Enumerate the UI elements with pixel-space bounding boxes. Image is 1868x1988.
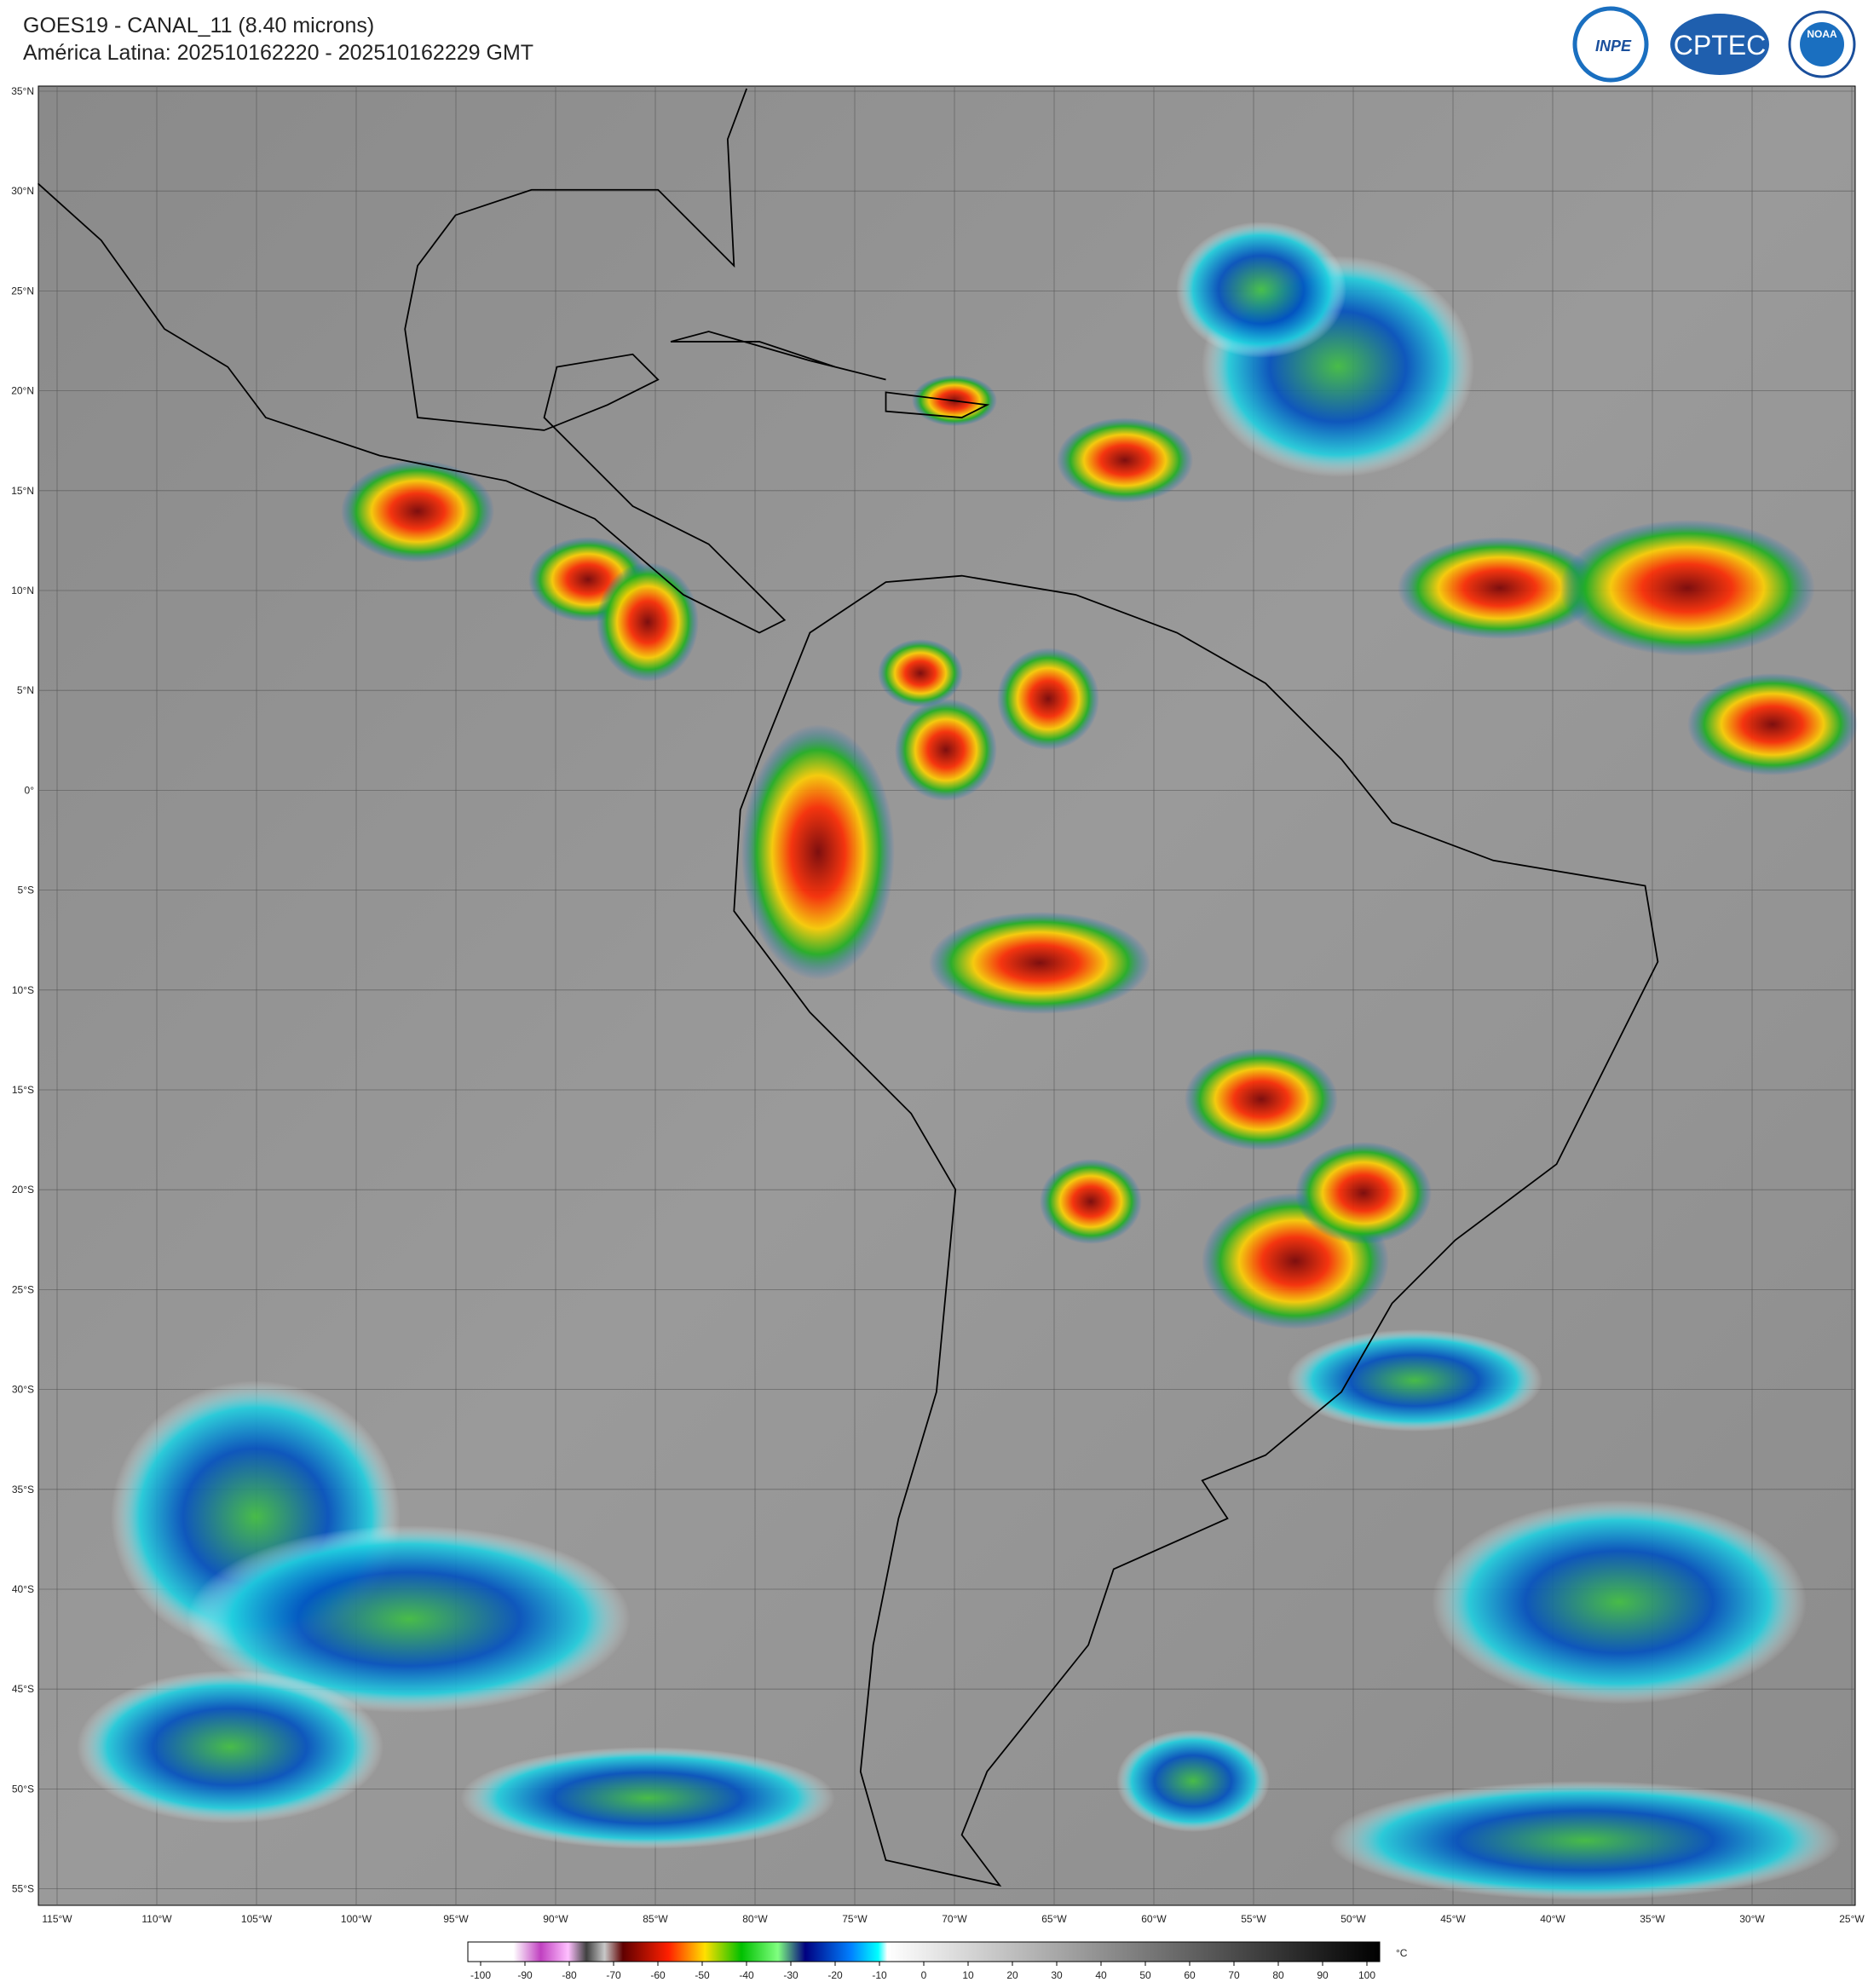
lon-label: 65°W [1041,1913,1067,1925]
lat-label: 50°S [12,1783,34,1795]
cloud-cluster [1287,1329,1542,1432]
colorbar-tick-label: 30 [1051,1969,1063,1981]
lon-label: 35°W [1640,1913,1665,1925]
cloud-cluster [1185,1048,1338,1150]
colorbar-tick-label: -70 [606,1969,621,1981]
colorbar-tick-label: 70 [1228,1969,1240,1981]
lon-label: 70°W [942,1913,967,1925]
lat-label: 40°S [12,1583,34,1595]
lat-label: 25°S [12,1283,34,1295]
colorbar-tick-label: 0 [921,1969,927,1981]
lon-label: 75°W [842,1913,868,1925]
cloud-cluster [929,912,1150,1014]
cloud-cluster [1560,520,1815,656]
lat-label: 5°N [17,684,34,696]
lat-label: 25°N [11,285,34,297]
cloud-cluster [77,1670,383,1824]
cloud-cluster [341,460,494,562]
cloud-cluster [1040,1159,1142,1244]
colorbar-tick-label: -100 [470,1969,491,1981]
cloud-cluster [1398,537,1602,639]
colorbar-tick-label: 60 [1184,1969,1196,1981]
lat-label: 10°N [11,585,34,596]
lon-label: 40°W [1540,1913,1565,1925]
colorbar-tick-label: -50 [695,1969,710,1981]
lat-label: 35°N [11,85,34,97]
lon-label: 95°W [443,1913,469,1925]
cloud-cluster [1116,1730,1270,1832]
lon-label: 115°W [42,1913,72,1925]
logo-noaa: NOAA [1807,28,1837,40]
lon-label: 80°W [742,1913,768,1925]
lat-label: 30°N [11,185,34,197]
colorbar-tick-label: 10 [962,1969,974,1981]
cloud-cluster [187,1525,631,1713]
colorbar [467,1941,1381,1962]
cloud-cluster [1176,222,1346,358]
lat-label: 15°N [11,485,34,497]
lon-label: 85°W [643,1913,668,1925]
lon-label: 90°W [543,1913,568,1925]
cloud-cluster [1295,1142,1432,1244]
lon-label: 105°W [241,1913,273,1925]
title: GOES19 - CANAL_11 (8.40 microns) [23,14,374,37]
colorbar-tick-label: 20 [1006,1969,1018,1981]
lat-label: 0° [25,784,35,796]
cloud-cluster [1329,1781,1841,1900]
colorbar-tick-label: 50 [1139,1969,1151,1981]
lon-label: 100°W [341,1913,372,1925]
colorbar-tick-label: 90 [1317,1969,1329,1981]
cloud-cluster [1432,1500,1807,1704]
colorbar-unit: °C [1396,1947,1408,1959]
colorbar-tick-label: -60 [650,1969,666,1981]
lon-label: 50°W [1340,1913,1366,1925]
lat-label: 15°S [12,1084,34,1096]
colorbar-tick-label: -80 [562,1969,577,1981]
lat-label: 55°S [12,1883,34,1895]
cloud-cluster [597,562,699,682]
colorbar-tick-label: -30 [783,1969,799,1981]
colorbar-tick-label: 80 [1272,1969,1284,1981]
lat-label: 20°N [11,385,34,397]
logo-cptec: CPTEC [1674,30,1766,61]
lon-label: 110°W [141,1913,172,1925]
logo-inpe: INPE [1595,37,1632,55]
colorbar-tick-label: -90 [517,1969,533,1981]
lon-label: 45°W [1440,1913,1466,1925]
lon-label: 60°W [1141,1913,1167,1925]
lat-label: 10°S [12,984,34,996]
coastlines [37,88,1659,1887]
subtitle: América Latina: 202510162220 - 202510162… [23,41,533,65]
colorbar-tick-label: -20 [827,1969,843,1981]
cloud-cluster [1057,418,1193,503]
lat-label: 20°S [12,1184,34,1196]
colorbar-tick-label: 100 [1358,1969,1375,1981]
lat-label: 35°S [12,1484,34,1495]
cloud-cluster [895,699,997,801]
lon-label: 25°W [1839,1913,1865,1925]
cloud-cluster [1687,673,1858,775]
colorbar-tick-label: -10 [872,1969,887,1981]
cloud-cluster [997,648,1099,750]
lon-label: 55°W [1241,1913,1266,1925]
lat-label: 30°S [12,1384,34,1396]
lon-label: 30°W [1739,1913,1765,1925]
cloud-cluster [741,724,895,980]
colorbar-tick-label: -40 [739,1969,754,1981]
colorbar-tick-label: 40 [1095,1969,1107,1981]
cloud-cluster [460,1747,835,1849]
cloud-cluster [878,639,963,707]
lat-label: 5°S [18,885,34,896]
lat-label: 45°S [12,1683,34,1695]
logos: INPE CPTEC NOAA [1572,6,1856,83]
